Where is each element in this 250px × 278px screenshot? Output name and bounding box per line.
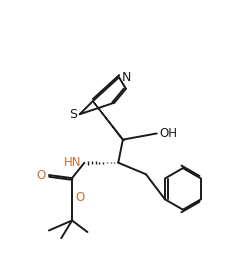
Text: OH: OH <box>158 127 176 140</box>
Text: HN: HN <box>64 156 81 169</box>
Text: O: O <box>75 191 84 204</box>
Polygon shape <box>92 101 124 141</box>
Text: S: S <box>68 108 76 121</box>
Text: O: O <box>36 168 46 182</box>
Text: N: N <box>121 71 130 84</box>
